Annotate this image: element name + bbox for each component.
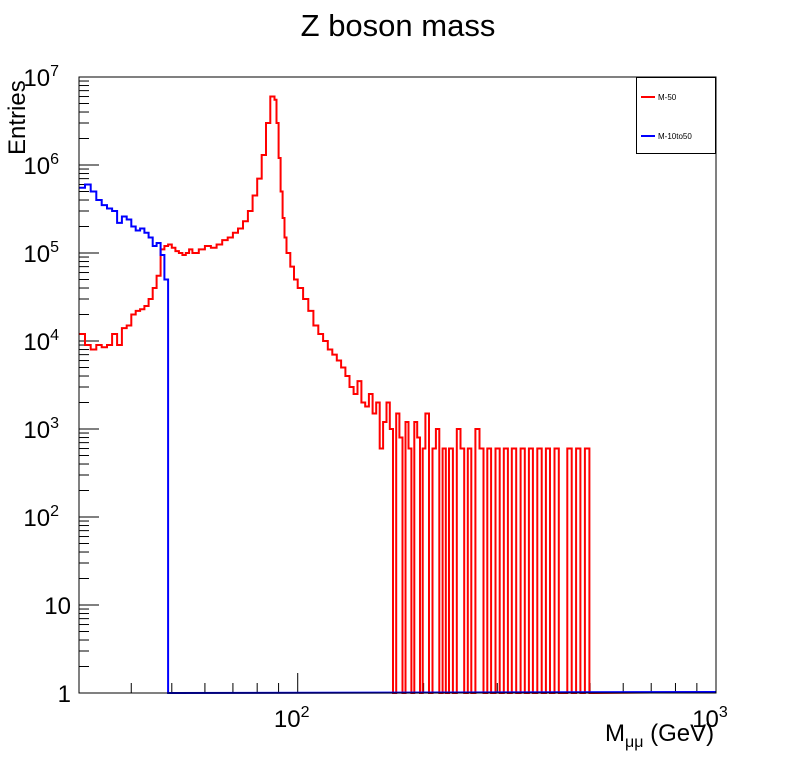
- plot-frame: [78, 76, 717, 694]
- x-tick-label: 102: [274, 704, 310, 733]
- series-m10to50-line: [79, 183, 717, 694]
- legend-swatch-m50: [641, 96, 655, 98]
- y-axis-label: Entries: [4, 80, 31, 155]
- series-m50-line: [79, 95, 717, 694]
- tick-labels-layer: 1 10 102 103 104 105 106 107 102 103: [23, 63, 728, 733]
- y-tick-label: 103: [23, 415, 59, 444]
- y-tick-label: 10: [44, 593, 71, 620]
- x-axis-label-main: M: [605, 720, 625, 747]
- legend: M-50 M-10to50: [636, 77, 716, 154]
- y-tick-label: 1: [58, 681, 71, 708]
- legend-item-m10to50: M-10to50: [641, 130, 692, 142]
- y-tick-label: 105: [23, 239, 59, 268]
- y-tick-label: 104: [23, 327, 59, 356]
- y-tick-label: 107: [23, 63, 59, 92]
- legend-label-m10to50: M-10to50: [658, 131, 692, 141]
- y-tick-label: 102: [23, 503, 59, 532]
- axis-ticks-layer: [78, 80, 717, 694]
- legend-label-m50: M-50: [658, 92, 677, 102]
- chart-title: Z boson mass: [300, 8, 496, 43]
- x-tick-label: 103: [692, 704, 728, 733]
- x-axis-label: Mμμ (GeV): [605, 720, 714, 752]
- y-tick-label: 106: [23, 151, 59, 180]
- legend-item-m50: M-50: [641, 91, 676, 103]
- x-axis-label-subscript: μμ: [625, 733, 644, 751]
- series-layer: [79, 95, 717, 694]
- x-axis-label-unit: (GeV): [643, 720, 715, 747]
- legend-swatch-m10to50: [641, 135, 655, 137]
